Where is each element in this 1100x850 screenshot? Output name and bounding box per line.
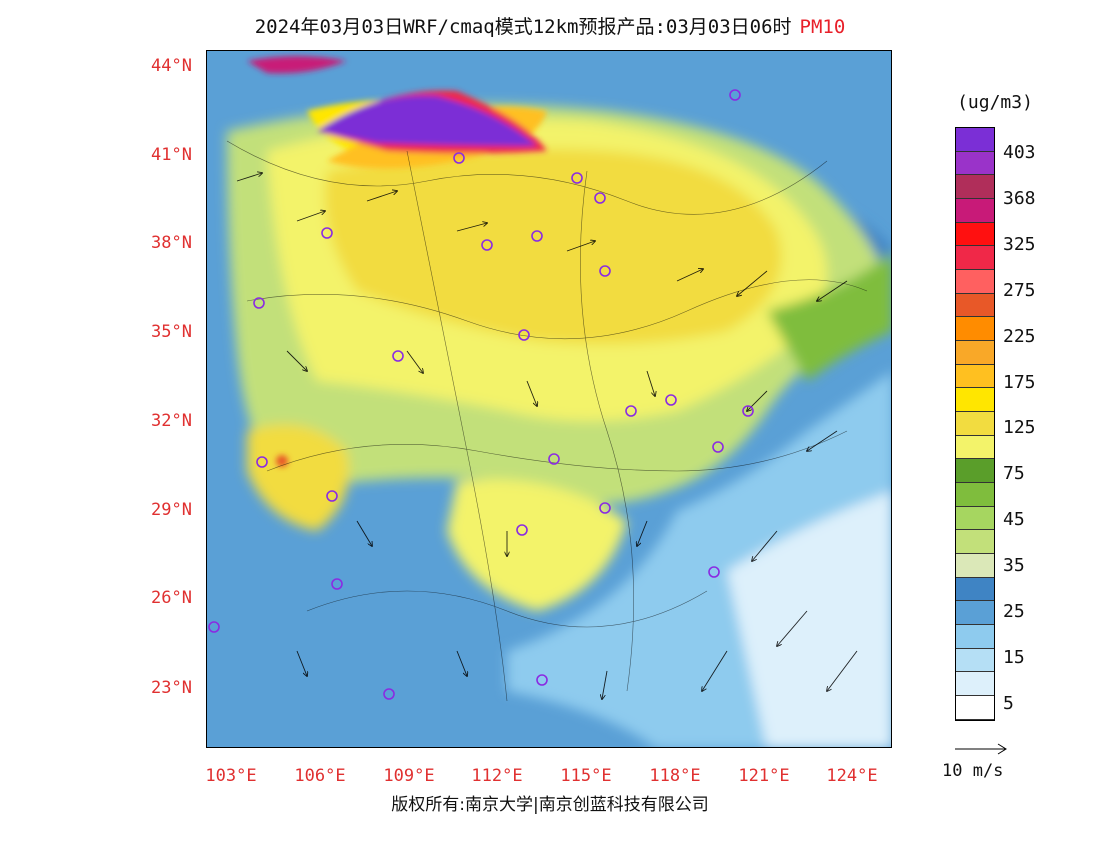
- colorbar: [955, 127, 995, 721]
- colorbar-segment: [956, 364, 994, 389]
- lon-label: 124°E: [826, 766, 878, 786]
- colorbar-label: 175: [1003, 371, 1036, 393]
- colorbar-segment: [956, 270, 994, 294]
- lon-label: 118°E: [649, 766, 701, 786]
- colorbar-segment: [956, 341, 994, 365]
- colorbar-segment: [956, 175, 994, 200]
- colorbar-segment: [956, 554, 994, 578]
- colorbar-segment: [956, 128, 994, 152]
- colorbar-label: 25: [1003, 601, 1025, 622]
- colorbar-label: 15: [1003, 646, 1025, 668]
- colorbar-segment: [956, 696, 994, 720]
- colorbar-label: 275: [1003, 279, 1036, 301]
- colorbar-segment: [956, 672, 994, 697]
- colorbar-label: 368: [1003, 187, 1036, 209]
- colorbar-segment: [956, 435, 994, 460]
- colorbar-segment: [956, 317, 994, 342]
- colorbar-label: 125: [1003, 417, 1036, 439]
- colorbar-segment: [956, 412, 994, 436]
- lat-label: 26°N: [151, 588, 192, 608]
- lon-label: 115°E: [560, 766, 612, 786]
- colorbar-segment: [956, 483, 994, 507]
- lat-label: 44°N: [151, 56, 192, 76]
- vector-scale-label: 10 m/s: [942, 761, 1004, 781]
- lon-label: 112°E: [471, 766, 523, 786]
- title: 2024年03月03日WRF/cmaq模式12km预报产品:03月03日06时 P…: [0, 12, 1100, 39]
- colorbar-segment: [956, 222, 994, 247]
- lat-label: 41°N: [151, 145, 192, 165]
- colorbar-label: 225: [1003, 325, 1036, 347]
- colorbar-label: 75: [1003, 463, 1025, 485]
- colorbar-segment: [956, 506, 994, 531]
- colorbar-label: 5: [1003, 692, 1014, 714]
- map-area: [206, 50, 892, 748]
- lat-label: 38°N: [151, 233, 192, 253]
- lon-label: 109°E: [383, 766, 435, 786]
- colorbar-segment: [956, 577, 994, 602]
- lon-label: 106°E: [294, 766, 346, 786]
- colorbar-unit: (ug/m3): [957, 92, 1033, 113]
- copyright: 版权所有:南京大学|南京创蓝科技有限公司: [391, 795, 709, 815]
- lat-label: 29°N: [151, 500, 192, 520]
- colorbar-label: 403: [1003, 142, 1036, 163]
- colorbar-segment: [956, 648, 994, 673]
- vector-scale-arrow: [955, 743, 1007, 755]
- colorbar-segment: [956, 601, 994, 626]
- lat-label: 32°N: [151, 411, 192, 431]
- colorbar-segment: [956, 530, 994, 555]
- colorbar-segment: [956, 459, 994, 484]
- colorbar-label: 45: [1003, 509, 1025, 531]
- title-main: 2024年03月03日WRF/cmaq模式12km预报产品:03月03日06时: [254, 16, 792, 38]
- colorbar-label: 35: [1003, 555, 1025, 577]
- colorbar-segment: [956, 388, 994, 413]
- colorbar-segment: [956, 625, 994, 649]
- colorbar-segment: [956, 151, 994, 176]
- colorbar-segment: [956, 199, 994, 223]
- colorbar-segment: [956, 293, 994, 318]
- lat-label: 23°N: [151, 678, 192, 698]
- concentration-map: [207, 51, 891, 747]
- colorbar-segment: [956, 246, 994, 271]
- colorbar-label: 325: [1003, 233, 1036, 255]
- pollutant-label: PM10: [799, 16, 846, 38]
- lon-label: 103°E: [205, 766, 257, 786]
- lat-label: 35°N: [151, 322, 192, 342]
- lon-label: 121°E: [738, 766, 790, 786]
